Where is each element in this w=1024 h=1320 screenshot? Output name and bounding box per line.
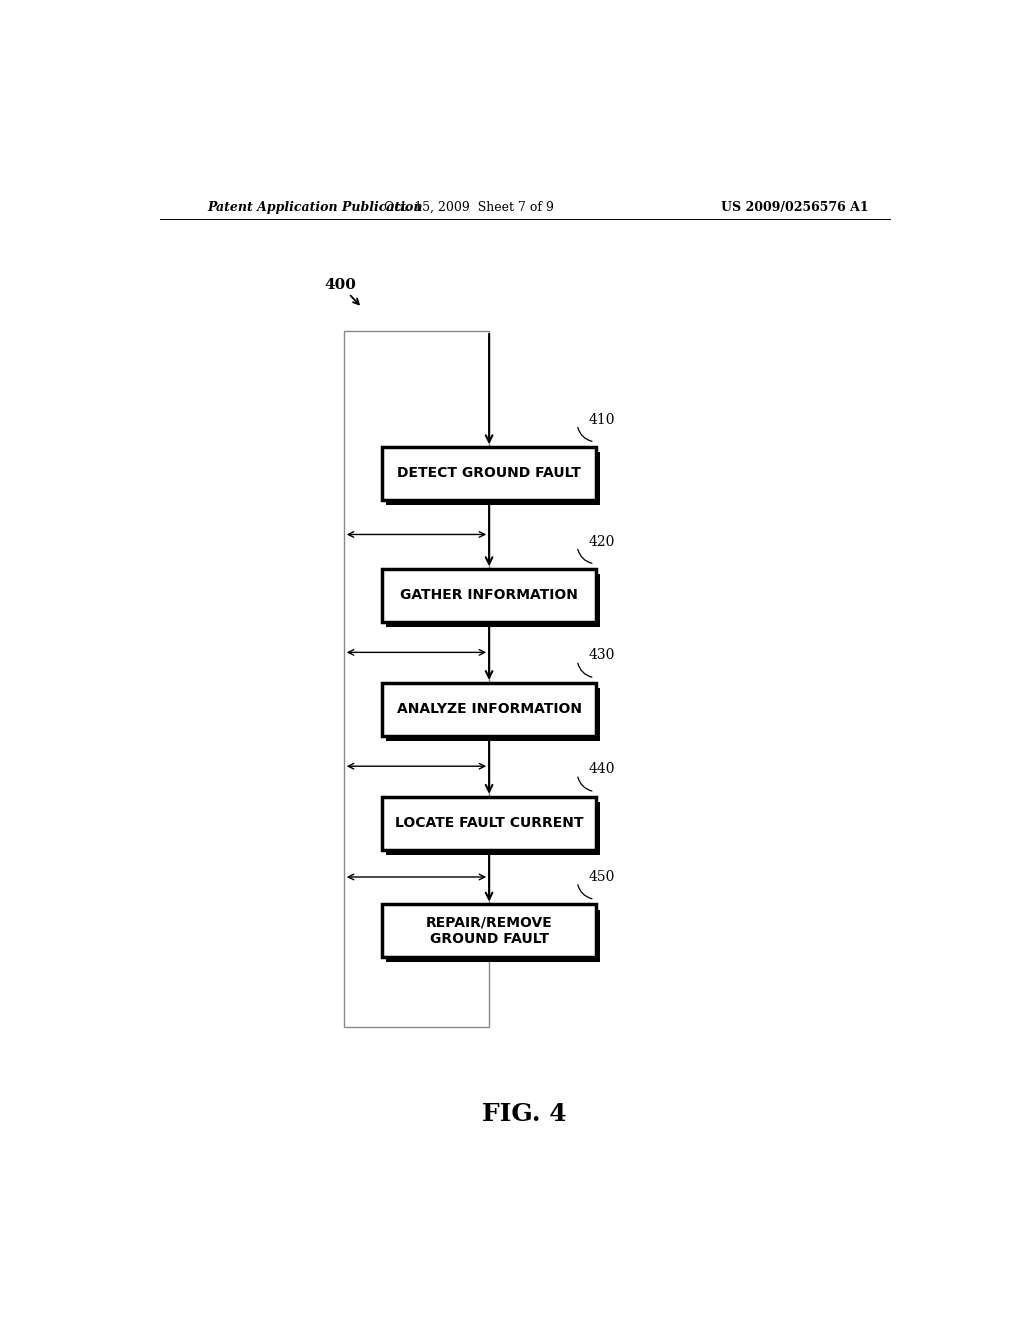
Text: DETECT GROUND FAULT: DETECT GROUND FAULT (397, 466, 581, 480)
Text: GATHER INFORMATION: GATHER INFORMATION (400, 589, 578, 602)
Bar (386, 909, 600, 962)
Bar (382, 682, 596, 735)
Text: FIG. 4: FIG. 4 (482, 1102, 567, 1126)
Text: LOCATE FAULT CURRENT: LOCATE FAULT CURRENT (395, 816, 584, 830)
Text: REPAIR/REMOVE
GROUND FAULT: REPAIR/REMOVE GROUND FAULT (426, 916, 553, 946)
Text: 400: 400 (325, 279, 356, 293)
Bar (382, 447, 596, 500)
Text: Patent Application Publication: Patent Application Publication (207, 201, 423, 214)
Text: 450: 450 (588, 870, 614, 884)
Bar (386, 574, 600, 627)
Text: 410: 410 (588, 413, 614, 426)
Text: US 2009/0256576 A1: US 2009/0256576 A1 (721, 201, 868, 214)
Bar (386, 453, 600, 506)
Bar (386, 688, 600, 741)
Text: 420: 420 (588, 535, 614, 549)
Text: 440: 440 (588, 762, 614, 776)
Text: ANALYZE INFORMATION: ANALYZE INFORMATION (396, 702, 582, 717)
Bar (382, 569, 596, 622)
Text: Oct. 15, 2009  Sheet 7 of 9: Oct. 15, 2009 Sheet 7 of 9 (384, 201, 554, 214)
Bar (382, 904, 596, 957)
Text: 430: 430 (588, 648, 614, 663)
Bar (382, 797, 596, 850)
Bar (386, 801, 600, 854)
Bar (344, 331, 489, 1027)
